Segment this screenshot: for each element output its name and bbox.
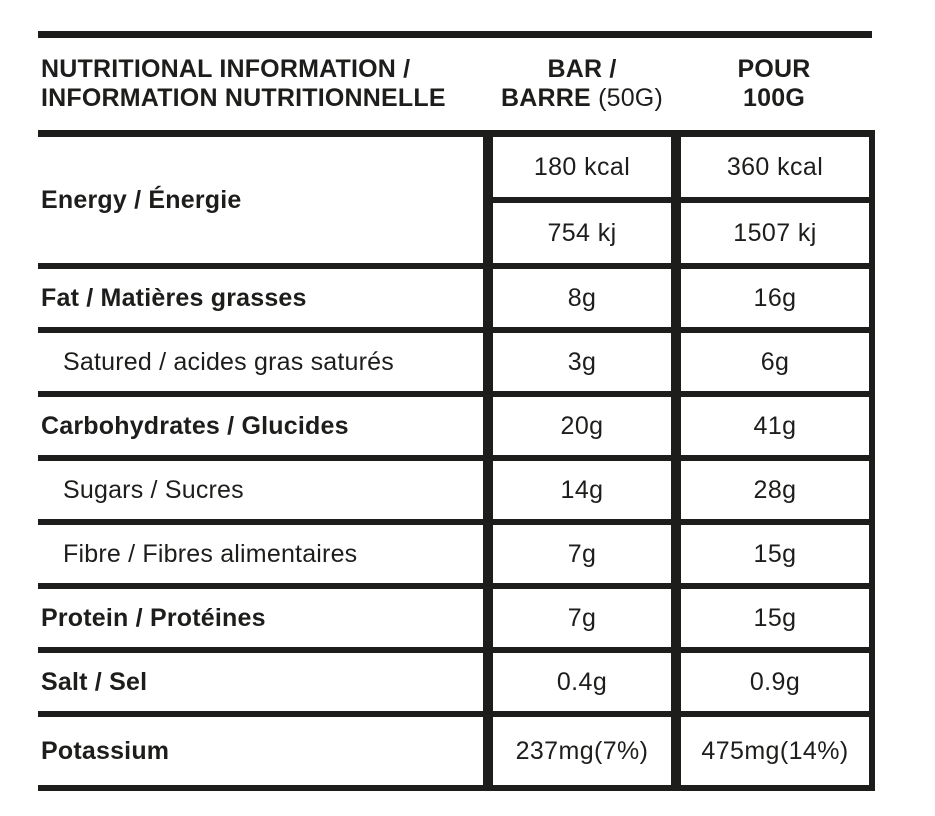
header-nutritional-information: NUTRITIONAL INFORMATION / INFORMATION NU… (38, 31, 488, 137)
cell-sugars-per100: 28g (671, 455, 875, 525)
header-line-fr: INFORMATION NUTRITIONNELLE (41, 84, 446, 112)
cell-energy-label: Energy / Énergie (38, 130, 493, 269)
row-salt: Salt / Sel 0.4g 0.9g (38, 647, 875, 717)
cell-saturated-bar: 3g (485, 327, 679, 397)
row-fat: Fat / Matières grasses 8g 16g (38, 263, 875, 333)
row-carbohydrates: Carbohydrates / Glucides 20g 41g (38, 391, 875, 461)
cell-fibre-per100: 15g (671, 519, 875, 589)
header-barre-bold: BARRE (501, 84, 599, 112)
cell-protein-per100: 15g (671, 583, 875, 653)
row-protein: Protein / Protéines 7g 15g (38, 583, 875, 653)
cell-fibre-label: Fibre / Fibres alimentaires (38, 519, 493, 589)
header-bar-line2: BARRE (50G) (488, 84, 676, 113)
cell-potassium-per100: 475mg(14%) (671, 711, 875, 791)
cell-potassium-label: Potassium (38, 711, 493, 791)
cell-fat-label: Fat / Matières grasses (38, 263, 493, 333)
nutrition-table: NUTRITIONAL INFORMATION / INFORMATION NU… (38, 31, 875, 791)
row-sugars: Sugars / Sucres 14g 28g (38, 455, 875, 525)
cell-carbohydrates-bar: 20g (485, 391, 679, 461)
row-fibre: Fibre / Fibres alimentaires 7g 15g (38, 519, 875, 589)
cell-carbohydrates-label: Carbohydrates / Glucides (38, 391, 493, 461)
header-bar-line1: BAR / (547, 55, 617, 83)
cell-saturated-label: Satured / acides gras saturés (38, 327, 493, 397)
header-per100-column: POUR 100G (676, 31, 872, 137)
cell-energy-per100-kj: 1507 kj (671, 197, 875, 269)
cell-energy-per100-kcal: 360 kcal (671, 130, 875, 203)
cell-potassium-bar: 237mg(7%) (485, 711, 679, 791)
cell-salt-per100: 0.9g (671, 647, 875, 717)
header-line-en: NUTRITIONAL INFORMATION / (41, 55, 411, 83)
cell-fat-bar: 8g (485, 263, 679, 333)
row-saturated-fat: Satured / acides gras saturés 3g 6g (38, 327, 875, 397)
row-potassium: Potassium 237mg(7%) 475mg(14%) (38, 711, 875, 791)
cell-energy-bar-kcal: 180 kcal (485, 130, 679, 203)
cell-salt-bar: 0.4g (485, 647, 679, 717)
cell-fibre-bar: 7g (485, 519, 679, 589)
header-per100-line2: 100G (743, 84, 805, 112)
cell-energy-bar-kj: 754 kj (485, 197, 679, 269)
row-energy-kj: 754 kj 1507 kj (38, 197, 875, 269)
cell-carbohydrates-per100: 41g (671, 391, 875, 461)
header-per100-line1: POUR (737, 55, 811, 83)
cell-salt-label: Salt / Sel (38, 647, 493, 717)
header-row: NUTRITIONAL INFORMATION / INFORMATION NU… (38, 31, 872, 137)
row-energy-kcal: Energy / Énergie 180 kcal 360 kcal (38, 130, 875, 269)
cell-saturated-per100: 6g (671, 327, 875, 397)
cell-protein-label: Protein / Protéines (38, 583, 493, 653)
cell-sugars-label: Sugars / Sucres (38, 455, 493, 525)
cell-fat-per100: 16g (671, 263, 875, 333)
header-barre-weight-note: (50G) (598, 84, 663, 112)
header-bar-column: BAR / BARRE (50G) (488, 31, 676, 137)
cell-sugars-bar: 14g (485, 455, 679, 525)
cell-protein-bar: 7g (485, 583, 679, 653)
